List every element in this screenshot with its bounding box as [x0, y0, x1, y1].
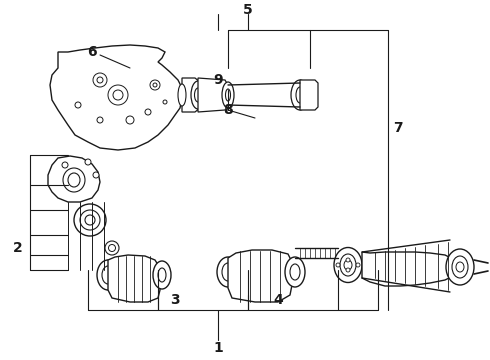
Ellipse shape — [195, 88, 201, 102]
Text: 6: 6 — [87, 45, 97, 59]
Ellipse shape — [225, 89, 230, 101]
Circle shape — [150, 80, 160, 90]
Polygon shape — [300, 80, 318, 110]
Circle shape — [113, 90, 123, 100]
Circle shape — [97, 117, 103, 123]
Ellipse shape — [296, 87, 304, 103]
Ellipse shape — [153, 261, 171, 289]
Polygon shape — [228, 250, 292, 302]
Ellipse shape — [158, 268, 166, 282]
Text: 9: 9 — [213, 73, 223, 87]
Text: 7: 7 — [393, 121, 403, 135]
Ellipse shape — [108, 244, 116, 252]
Circle shape — [85, 159, 91, 165]
Circle shape — [93, 172, 99, 178]
Ellipse shape — [344, 260, 352, 270]
Circle shape — [62, 162, 68, 168]
Ellipse shape — [74, 204, 106, 236]
Circle shape — [153, 83, 157, 87]
Ellipse shape — [452, 256, 468, 278]
Circle shape — [356, 263, 360, 267]
Ellipse shape — [68, 173, 80, 187]
Ellipse shape — [340, 254, 356, 276]
Circle shape — [108, 85, 128, 105]
Polygon shape — [48, 156, 100, 202]
Circle shape — [75, 102, 81, 108]
Circle shape — [346, 258, 350, 262]
Text: 5: 5 — [243, 3, 253, 17]
Ellipse shape — [63, 168, 85, 192]
Ellipse shape — [285, 257, 305, 287]
Ellipse shape — [105, 241, 119, 255]
Ellipse shape — [334, 248, 362, 283]
Ellipse shape — [290, 264, 300, 280]
Text: 8: 8 — [223, 103, 233, 117]
Circle shape — [93, 73, 107, 87]
Ellipse shape — [291, 80, 309, 110]
Text: 1: 1 — [213, 341, 223, 355]
Circle shape — [346, 268, 350, 272]
Ellipse shape — [222, 263, 234, 281]
Ellipse shape — [85, 215, 95, 225]
Polygon shape — [198, 78, 228, 112]
Circle shape — [145, 109, 151, 115]
Text: 3: 3 — [170, 293, 180, 307]
Circle shape — [97, 77, 103, 83]
Ellipse shape — [191, 81, 205, 109]
Ellipse shape — [97, 260, 119, 290]
Polygon shape — [362, 252, 455, 286]
Circle shape — [163, 100, 167, 104]
Ellipse shape — [222, 82, 234, 108]
Polygon shape — [182, 78, 200, 112]
Ellipse shape — [446, 249, 474, 285]
Ellipse shape — [80, 210, 100, 230]
Circle shape — [336, 263, 340, 267]
Polygon shape — [108, 255, 160, 302]
Ellipse shape — [102, 266, 114, 284]
Ellipse shape — [456, 262, 464, 272]
Text: 4: 4 — [273, 293, 283, 307]
Text: 2: 2 — [13, 241, 23, 255]
Circle shape — [126, 116, 134, 124]
Ellipse shape — [178, 84, 186, 106]
Polygon shape — [50, 45, 182, 150]
Ellipse shape — [217, 257, 239, 287]
